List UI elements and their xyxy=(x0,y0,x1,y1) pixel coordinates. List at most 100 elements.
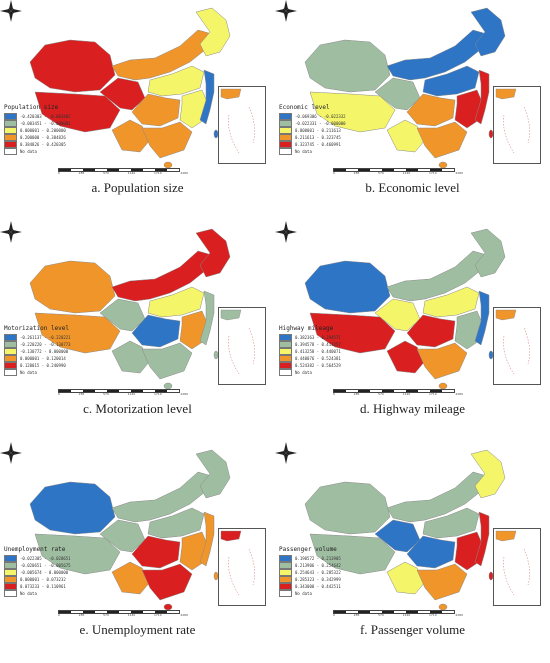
legend-swatch xyxy=(4,134,17,141)
scale-label: 2280 xyxy=(455,613,463,617)
region-north xyxy=(147,507,205,539)
inset-map xyxy=(220,88,255,154)
region-south xyxy=(416,342,468,380)
region-coast xyxy=(474,511,490,567)
region-coast xyxy=(199,511,215,567)
legend-swatch xyxy=(279,590,292,597)
scale-bar: 0 285 570 1140 1710 2280 xyxy=(333,610,463,620)
legend-swatch xyxy=(4,583,17,590)
legend-swatch xyxy=(279,569,292,576)
legend-range: 0.382363 - 0.394571 xyxy=(295,335,341,340)
scale-label: 1710 xyxy=(153,171,162,175)
scale-labels: 0 285 570 1140 1710 2280 xyxy=(333,613,463,617)
china-map xyxy=(304,7,506,169)
region-tibet xyxy=(34,312,121,354)
scale-labels: 0 285 570 1140 1710 2280 xyxy=(333,392,463,396)
china-map xyxy=(29,7,231,169)
region-southwest xyxy=(111,340,151,374)
scale-label: 2280 xyxy=(455,392,463,396)
south-china-sea-inset xyxy=(493,528,541,606)
inset-map xyxy=(495,530,530,596)
legend-range: -0.003451 - -0.000001 xyxy=(20,121,71,126)
legend-swatch xyxy=(279,148,292,155)
region-tibet xyxy=(309,533,396,575)
legend-item: -0.022305 - -0.020651 xyxy=(4,555,114,562)
region-central xyxy=(406,314,456,348)
legend-item: 0.440076 - 0.524381 xyxy=(279,355,389,362)
legend-swatch xyxy=(279,113,292,120)
legend-title: Highway mileage xyxy=(279,325,334,332)
scale-track xyxy=(333,610,455,614)
region-central xyxy=(131,314,181,348)
region-north xyxy=(422,286,480,318)
south-china-sea-inset xyxy=(493,307,541,385)
legend-item: 0.213906 - 0.254642 xyxy=(279,562,389,569)
legend-swatch xyxy=(4,341,17,348)
legend-no-data-label: No data xyxy=(20,591,37,596)
south-china-sea-inset xyxy=(218,86,266,164)
scale-bar: 0 285 570 1140 1710 2280 xyxy=(333,389,463,399)
legend-swatch xyxy=(279,348,292,355)
scale-label: 1710 xyxy=(428,171,437,175)
legend-swatch xyxy=(4,141,17,148)
map-legend: Highway mileage 0.382363 - 0.394571 0.3945… xyxy=(279,325,389,376)
region-northwest xyxy=(29,481,116,535)
region-north xyxy=(422,507,480,539)
panel-caption: b. Economic level xyxy=(365,180,460,195)
north-arrow-icon xyxy=(275,442,297,464)
region-southwest xyxy=(386,561,426,595)
legend-swatch xyxy=(4,369,17,376)
legend-item: -0.261137 - -0.220221 xyxy=(4,334,114,341)
region-southwest xyxy=(111,119,151,153)
legend-swatch xyxy=(4,334,17,341)
legend-swatch xyxy=(279,355,292,362)
legend-item: 0.000001 - 0.120014 xyxy=(4,355,114,362)
legend-swatch xyxy=(279,362,292,369)
scale-label: 285 xyxy=(78,613,85,617)
legend-item: 0.073233 - 0.110961 xyxy=(4,583,114,590)
region-central xyxy=(131,535,181,569)
legend-range: -0.069306 - -0.022332 xyxy=(295,114,346,119)
panel-caption: d. Highway mileage xyxy=(359,401,466,416)
china-map xyxy=(29,228,231,390)
legend-range: 0.524382 - 0.564529 xyxy=(295,363,341,368)
north-arrow-icon xyxy=(0,442,22,464)
legend-item: 0.000001 - 0.211613 xyxy=(279,127,389,134)
region-north xyxy=(422,65,480,97)
scale-label: 570 xyxy=(103,171,109,175)
legend-item: -0.005674 - 0.000000 xyxy=(4,569,114,576)
legend-item: 0.120015 - 0.240990 xyxy=(4,362,114,369)
region-central xyxy=(406,535,456,569)
region-south xyxy=(141,342,193,380)
china-map xyxy=(29,449,231,611)
legend-no-data-label: No data xyxy=(20,149,37,154)
scale-label: 285 xyxy=(78,392,85,396)
region-tibet xyxy=(309,312,396,354)
legend-item-no-data: No data xyxy=(279,148,389,155)
legend-swatch xyxy=(279,555,292,562)
legend-title: Unemployment rate xyxy=(4,546,66,553)
legend-range: 0.073233 - 0.110961 xyxy=(20,584,66,589)
scale-bar: 0 285 570 1140 1710 2280 xyxy=(58,610,188,620)
region-south xyxy=(416,563,468,601)
legend-title: Motorization level xyxy=(4,325,70,332)
scale-labels: 0 285 570 1140 1710 2280 xyxy=(58,613,188,617)
legend-no-data-label: No data xyxy=(295,591,312,596)
scale-label: 570 xyxy=(378,392,384,396)
region-coast xyxy=(474,69,490,125)
legend-item-no-data: No data xyxy=(4,369,114,376)
legend-range: 0.000001 - 0.200000 xyxy=(20,128,66,133)
legend-swatch xyxy=(4,355,17,362)
legend-swatch xyxy=(4,348,17,355)
legend-swatch xyxy=(279,562,292,569)
legend-item: -0.220220 - -0.130773 xyxy=(4,341,114,348)
legend-item: -0.003451 - -0.000001 xyxy=(4,120,114,127)
legend-range: -0.022305 - -0.020651 xyxy=(20,556,71,561)
scale-label: 0 xyxy=(58,392,60,396)
legend-item: 0.382363 - 0.394571 xyxy=(279,334,389,341)
scale-bar: 0 285 570 1140 1710 2280 xyxy=(58,389,188,399)
legend-item: 0.190572 - 0.213905 xyxy=(279,555,389,562)
region-tibet xyxy=(34,91,121,133)
scale-label: 570 xyxy=(378,613,384,617)
legend-item: 0.524382 - 0.564529 xyxy=(279,362,389,369)
